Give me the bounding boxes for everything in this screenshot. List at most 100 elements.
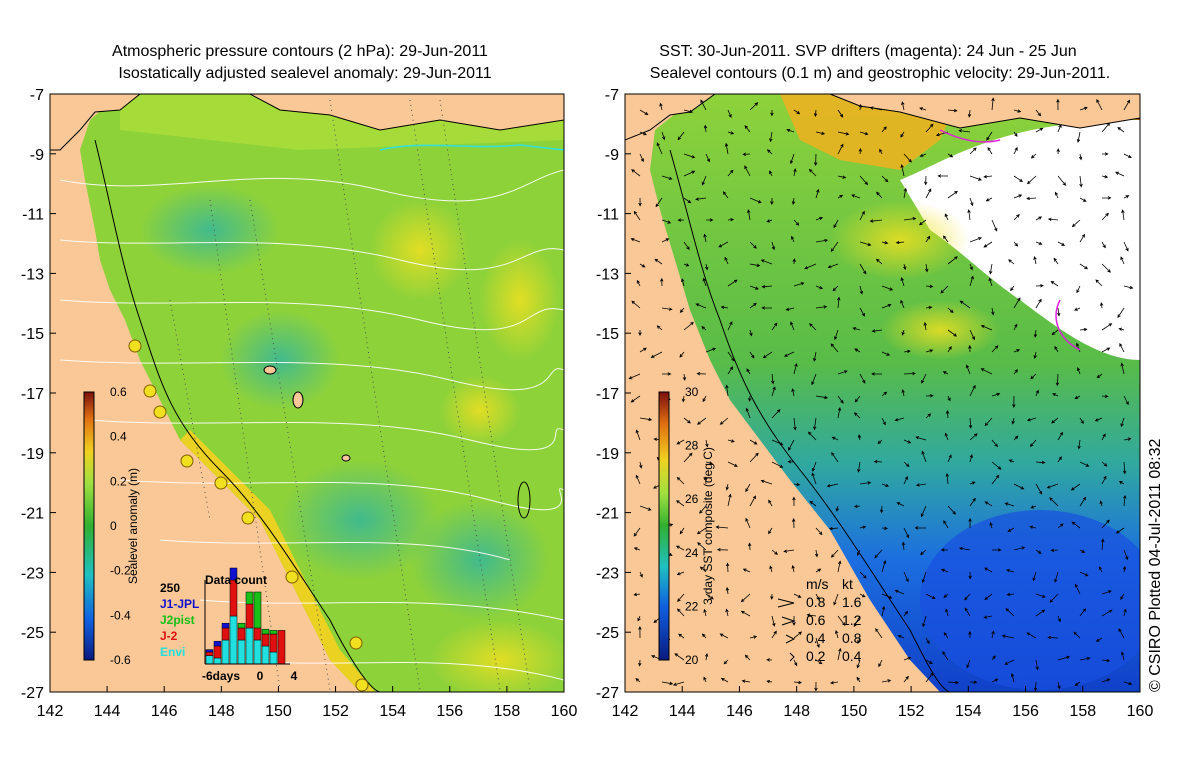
data-count-bar (205, 649, 214, 653)
speed-header-kt: kt (842, 576, 853, 592)
velocity-arrow (1013, 241, 1019, 247)
left-map-field (50, 94, 564, 692)
velocity-arrow (744, 165, 751, 177)
velocity-arrow (835, 629, 839, 639)
velocity-arrow (1051, 417, 1059, 424)
velocity-arrow (991, 678, 999, 683)
data-count-bar (253, 627, 262, 641)
velocity-arrow (790, 153, 795, 165)
velocity-arrow (1123, 494, 1127, 507)
velocity-arrow (744, 654, 751, 661)
velocity-arrow (1057, 431, 1063, 441)
velocity-arrow (1026, 196, 1037, 201)
velocity-arrow (1079, 106, 1088, 111)
velocity-arrow (742, 568, 751, 573)
data-count-bar (245, 603, 254, 629)
velocity-arrow (740, 610, 751, 617)
velocity-arrow (991, 630, 995, 639)
data-count-bar (205, 651, 214, 656)
velocity-arrow (923, 321, 927, 331)
velocity-arrow (679, 307, 685, 313)
velocity-arrow (830, 343, 839, 353)
velocity-arrow (783, 549, 795, 553)
velocity-arrow (1035, 109, 1042, 117)
velocity-arrow (859, 571, 867, 579)
velocity-arrow (785, 307, 795, 311)
velocity-arrow (921, 373, 927, 384)
left-y-tick-label: -23 (21, 565, 44, 582)
velocity-arrow (854, 395, 861, 403)
velocity-arrow (727, 279, 738, 287)
velocity-arrow (992, 548, 1002, 552)
velocity-arrow (826, 483, 839, 488)
data-count-bar (269, 651, 278, 665)
velocity-arrow (942, 235, 949, 243)
colorbar-tick-label: -0.6 (110, 653, 131, 667)
velocity-arrow (915, 483, 927, 487)
velocity-arrow (748, 395, 752, 402)
right-y-tick-label: -7 (605, 87, 619, 104)
velocity-arrow (631, 169, 641, 177)
velocity-arrow (1101, 590, 1112, 595)
velocity-arrow (1123, 681, 1133, 686)
data-count-bar (221, 627, 230, 641)
speed-legend-ms: 0.4 (806, 630, 826, 646)
velocity-arrow (761, 306, 773, 310)
velocity-arrow (1008, 259, 1015, 265)
velocity-arrow (967, 109, 972, 118)
velocity-arrow (875, 258, 883, 265)
velocity-arrow (831, 451, 839, 463)
velocity-arrow (1013, 546, 1026, 551)
velocity-arrow (1079, 656, 1091, 661)
velocity-arrow (696, 417, 707, 425)
velocity-arrow (661, 307, 673, 311)
colorbar-tick-label: 0.2 (110, 474, 127, 488)
velocity-arrow (677, 608, 685, 617)
velocity-arrow (1101, 609, 1113, 617)
velocity-arrow (947, 153, 954, 158)
velocity-arrow (741, 679, 751, 683)
velocity-arrow (1115, 527, 1125, 534)
colorbar-tick-label: 0.6 (110, 385, 127, 399)
velocity-arrow (1074, 681, 1081, 687)
velocity-arrow (837, 615, 846, 627)
velocity-arrow (1077, 439, 1081, 450)
velocity-arrow (1120, 593, 1125, 600)
velocity-arrow (791, 197, 796, 205)
velocity-arrow (1035, 593, 1046, 598)
velocity-arrow (723, 659, 729, 665)
velocity-arrow (1122, 565, 1127, 573)
velocity-arrow (991, 392, 1001, 397)
velocity-arrow (811, 373, 817, 386)
velocity-arrow (881, 285, 894, 291)
left-x-tick-label: 154 (379, 703, 406, 720)
velocity-arrow (746, 368, 751, 375)
velocity-arrow (944, 432, 949, 441)
velocity-arrow (656, 142, 663, 155)
velocity-arrow (813, 109, 818, 117)
velocity-arrow (727, 218, 735, 222)
velocity-arrow (696, 372, 707, 376)
velocity-arrow (986, 131, 993, 141)
velocity-arrow (720, 305, 729, 310)
velocity-arrow (857, 637, 861, 645)
velocity-arrow (1117, 307, 1125, 319)
velocity-arrow (947, 108, 958, 113)
velocity-arrow (768, 527, 773, 535)
velocity-arrow (679, 351, 685, 358)
coastal-anomaly-band (180, 430, 375, 692)
velocity-arrow (1026, 417, 1037, 422)
velocity-arrow (740, 593, 751, 603)
velocity-arrow (725, 483, 729, 491)
velocity-arrow (1050, 280, 1059, 287)
velocity-arrow (659, 102, 663, 111)
velocity-arrow (1079, 608, 1087, 617)
velocity-arrow (965, 364, 971, 375)
velocity-arrow (859, 131, 869, 136)
velocity-arrow (947, 680, 959, 685)
velocity-arrow (792, 258, 796, 265)
velocity-arrow (1054, 345, 1059, 353)
velocity-arrow (987, 146, 993, 155)
velocity-arrow (661, 219, 672, 224)
velocity-arrow (1054, 571, 1059, 583)
